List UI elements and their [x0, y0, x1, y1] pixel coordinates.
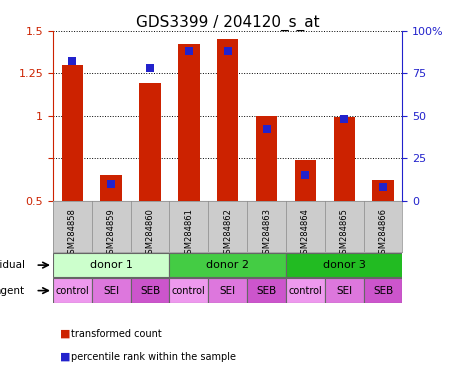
Bar [246, 278, 285, 303]
Bar [324, 278, 363, 303]
Bar [208, 278, 246, 303]
Bar [285, 253, 402, 277]
Text: GSM284862: GSM284862 [223, 209, 232, 259]
Text: GSM284861: GSM284861 [184, 209, 193, 259]
Bar [285, 278, 324, 303]
Text: GSM284860: GSM284860 [145, 209, 154, 259]
Point [185, 48, 192, 54]
Bar [255, 116, 277, 201]
Point [68, 58, 76, 65]
Bar [130, 278, 169, 303]
Text: SEI: SEI [103, 286, 119, 296]
Text: donor 3: donor 3 [322, 260, 365, 270]
Point [146, 65, 153, 71]
Bar [217, 39, 238, 201]
Text: donor 2: donor 2 [206, 260, 249, 270]
Bar [62, 65, 83, 201]
Text: SEB: SEB [256, 286, 276, 296]
Text: individual: individual [0, 260, 25, 270]
Bar [53, 278, 91, 303]
Bar [169, 253, 285, 277]
Text: GSM284864: GSM284864 [300, 209, 309, 259]
Text: SEI: SEI [219, 286, 235, 296]
Point [224, 48, 231, 54]
Bar [53, 253, 169, 277]
Bar [139, 83, 160, 201]
Bar [363, 278, 402, 303]
Point [262, 126, 269, 132]
Text: donor 1: donor 1 [90, 260, 132, 270]
Text: control: control [172, 286, 205, 296]
Text: SEB: SEB [140, 286, 160, 296]
Bar [333, 118, 354, 201]
Bar [91, 278, 130, 303]
Bar [372, 180, 393, 201]
Bar [294, 160, 315, 201]
Bar [100, 175, 122, 201]
Text: GSM284865: GSM284865 [339, 209, 348, 259]
Text: GSM284858: GSM284858 [67, 209, 77, 259]
Point [107, 180, 115, 187]
Text: SEB: SEB [372, 286, 392, 296]
Text: control: control [288, 286, 322, 296]
Bar [178, 44, 199, 201]
Point [379, 184, 386, 190]
Text: control: control [56, 286, 89, 296]
Title: GDS3399 / 204120_s_at: GDS3399 / 204120_s_at [135, 15, 319, 31]
Text: SEI: SEI [336, 286, 352, 296]
Text: percentile rank within the sample: percentile rank within the sample [71, 352, 236, 362]
Text: GSM284859: GSM284859 [106, 209, 115, 259]
Text: transformed count: transformed count [71, 329, 162, 339]
Point [340, 116, 347, 122]
Bar [169, 278, 208, 303]
Text: GSM284866: GSM284866 [378, 209, 387, 260]
Text: GSM284863: GSM284863 [262, 209, 270, 260]
Text: ■: ■ [60, 329, 70, 339]
Text: agent: agent [0, 286, 25, 296]
Point [301, 172, 308, 178]
Text: ■: ■ [60, 352, 70, 362]
